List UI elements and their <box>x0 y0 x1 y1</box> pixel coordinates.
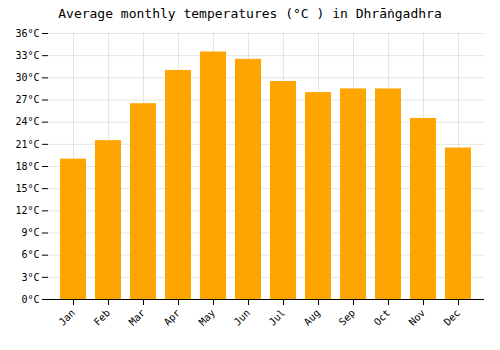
svg-text:Mar: Mar <box>127 307 148 328</box>
svg-text:33°C: 33°C <box>15 50 39 61</box>
svg-text:Dec: Dec <box>442 307 463 328</box>
svg-text:24°C: 24°C <box>15 116 39 127</box>
svg-text:0°C: 0°C <box>21 294 39 305</box>
svg-text:Apr: Apr <box>162 307 183 328</box>
svg-text:May: May <box>197 307 218 328</box>
svg-text:36°C: 36°C <box>15 28 39 39</box>
svg-text:Nov: Nov <box>407 307 428 328</box>
svg-text:6°C: 6°C <box>21 249 39 260</box>
svg-text:3°C: 3°C <box>21 272 39 283</box>
svg-text:27°C: 27°C <box>15 94 39 105</box>
svg-text:Jul: Jul <box>267 307 288 328</box>
html-text:Average monthly temperatures (: Average monthly temperatures (°C ) in Dh… <box>58 6 442 21</box>
svg-text:Sep: Sep <box>337 307 358 328</box>
svg-text:15°C: 15°C <box>15 183 39 194</box>
svg-text:Jan: Jan <box>57 307 78 328</box>
svg-text:Jun: Jun <box>232 307 253 328</box>
svg-text:Oct: Oct <box>372 307 393 328</box>
svg-text:12°C: 12°C <box>15 205 39 216</box>
svg-text:9°C: 9°C <box>21 227 39 238</box>
svg-text:30°C: 30°C <box>15 72 39 83</box>
svg-text:Aug: Aug <box>302 307 323 328</box>
svg-text:21°C: 21°C <box>15 139 39 150</box>
svg-text:18°C: 18°C <box>15 161 39 172</box>
svg-text:Feb: Feb <box>92 307 113 328</box>
